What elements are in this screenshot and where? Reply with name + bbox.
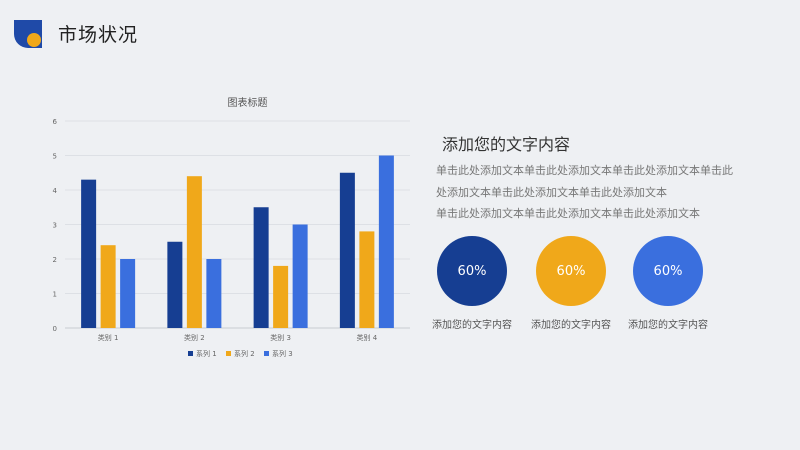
stat-circle-3-label: 添加您的文字内容 — [628, 320, 708, 331]
stat-circle-1-value: 60% — [457, 263, 487, 279]
bar — [378, 155, 394, 328]
y-tick-label: 5 — [53, 153, 57, 161]
x-category-label: 类别 2 — [184, 333, 205, 342]
bar — [206, 259, 222, 328]
y-tick-label: 1 — [53, 291, 57, 299]
y-tick-label: 3 — [53, 222, 57, 230]
legend-label: 系列 1 — [196, 349, 217, 358]
bar — [120, 259, 136, 328]
legend-label: 系列 3 — [272, 349, 293, 358]
logo-yellow-dot — [27, 33, 41, 47]
stat-circle-2-label: 添加您的文字内容 — [531, 320, 611, 331]
stat-circle-3-value: 60% — [653, 263, 683, 279]
bar — [292, 224, 308, 328]
stat-circle-2: 60% — [536, 236, 606, 306]
text-panel-line-2: 处添加文本单击此处添加文本单击此处添加文本 — [436, 186, 667, 199]
text-panel-subtitle: 添加您的文字内容 — [442, 135, 571, 154]
legend-swatch — [188, 351, 193, 356]
bar — [339, 172, 355, 328]
bar — [81, 179, 97, 328]
bar — [167, 241, 183, 328]
bar — [186, 176, 202, 328]
legend-label: 系列 2 — [234, 349, 255, 358]
y-tick-label: 4 — [53, 187, 58, 195]
legend-swatch — [226, 351, 231, 356]
stat-circle-2-value: 60% — [556, 263, 586, 279]
stat-circle-1-label: 添加您的文字内容 — [432, 320, 512, 331]
text-panel-line-1: 单击此处添加文本单击此处添加文本单击此处添加文本单击此 — [436, 164, 733, 177]
bar — [273, 265, 289, 328]
x-category-label: 类别 1 — [98, 333, 119, 342]
bar — [359, 231, 375, 328]
bar — [100, 245, 116, 328]
page-title: 市场状况 — [58, 24, 139, 46]
y-tick-label: 6 — [53, 118, 58, 126]
stat-circle-1: 60% — [437, 236, 507, 306]
legend-swatch — [264, 351, 269, 356]
stat-circle-3: 60% — [633, 236, 703, 306]
logo-icon — [14, 20, 42, 48]
chart-title: 图表标题 — [228, 96, 268, 109]
bar — [253, 207, 269, 328]
x-category-label: 类别 3 — [270, 333, 291, 342]
y-tick-label: 2 — [53, 256, 57, 264]
x-category-label: 类别 4 — [357, 333, 378, 342]
text-panel-line-3: 单击此处添加文本单击此处添加文本单击此处添加文本 — [436, 207, 700, 220]
y-tick-label: 0 — [53, 325, 57, 333]
